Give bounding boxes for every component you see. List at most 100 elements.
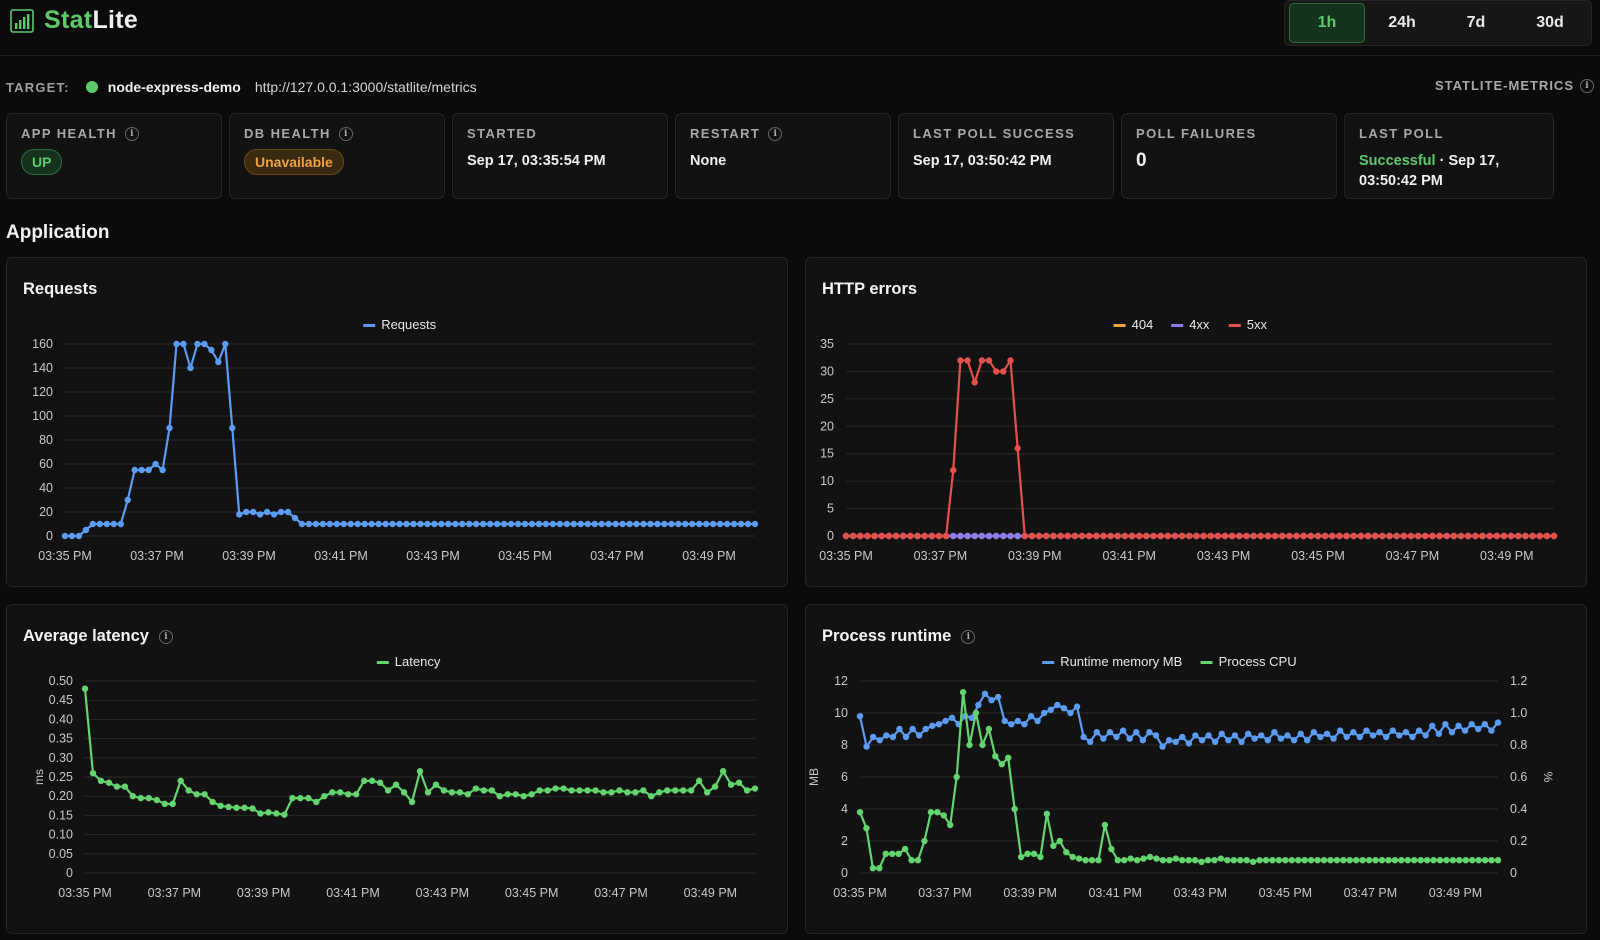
data-point[interactable] bbox=[1307, 857, 1315, 864]
data-point[interactable] bbox=[1166, 857, 1173, 864]
data-point[interactable] bbox=[1407, 532, 1415, 540]
data-point[interactable] bbox=[1468, 721, 1475, 728]
data-point[interactable] bbox=[1494, 719, 1502, 726]
data-point[interactable] bbox=[1028, 532, 1036, 540]
data-point[interactable] bbox=[145, 794, 153, 802]
data-point[interactable] bbox=[950, 532, 957, 540]
data-point[interactable] bbox=[392, 781, 400, 788]
data-point[interactable] bbox=[408, 798, 416, 806]
data-point[interactable] bbox=[856, 809, 864, 816]
data-point[interactable] bbox=[928, 532, 936, 540]
data-point[interactable] bbox=[1494, 857, 1502, 864]
data-point[interactable] bbox=[695, 777, 703, 785]
data-point[interactable] bbox=[1153, 855, 1160, 862]
data-point[interactable] bbox=[957, 532, 964, 540]
data-point[interactable] bbox=[82, 526, 90, 534]
data-point[interactable] bbox=[737, 520, 745, 528]
data-point[interactable] bbox=[1507, 532, 1515, 540]
data-point[interactable] bbox=[180, 340, 187, 348]
legend-label[interactable]: Latency bbox=[395, 654, 441, 669]
data-point[interactable] bbox=[1327, 857, 1334, 864]
data-point[interactable] bbox=[1365, 857, 1373, 864]
data-point[interactable] bbox=[1317, 733, 1324, 741]
data-point[interactable] bbox=[857, 532, 864, 540]
data-point[interactable] bbox=[305, 794, 312, 802]
data-point[interactable] bbox=[360, 777, 368, 785]
data-point[interactable] bbox=[672, 787, 679, 794]
data-point[interactable] bbox=[552, 785, 559, 792]
data-point[interactable] bbox=[326, 520, 334, 528]
data-point[interactable] bbox=[1314, 857, 1321, 864]
data-point[interactable] bbox=[1024, 850, 1031, 857]
data-point[interactable] bbox=[1343, 733, 1350, 741]
data-point[interactable] bbox=[966, 741, 973, 749]
data-point[interactable] bbox=[1336, 727, 1344, 734]
data-point[interactable] bbox=[640, 787, 647, 794]
data-point[interactable] bbox=[256, 511, 264, 518]
data-point[interactable] bbox=[1037, 853, 1044, 861]
data-point[interactable] bbox=[488, 787, 495, 794]
data-point[interactable] bbox=[1522, 532, 1529, 540]
data-point[interactable] bbox=[1329, 532, 1336, 540]
data-point[interactable] bbox=[616, 787, 623, 794]
data-point[interactable] bbox=[885, 532, 893, 540]
data-point[interactable] bbox=[608, 789, 615, 796]
data-point[interactable] bbox=[145, 466, 152, 474]
process-runtime-chart[interactable]: 0 2 4 6 8 10 12 0 0.2 0.4 0.6 0.8 1.0 1.2 MB % 03:35 PM 0… bbox=[806, 605, 1588, 935]
data-point[interactable] bbox=[719, 768, 727, 775]
data-point[interactable] bbox=[1288, 857, 1295, 864]
data-point[interactable] bbox=[1323, 730, 1331, 737]
data-point[interactable] bbox=[624, 789, 631, 796]
data-point[interactable] bbox=[1165, 737, 1173, 744]
data-point[interactable] bbox=[876, 865, 883, 872]
data-point[interactable] bbox=[921, 532, 928, 540]
data-point[interactable] bbox=[1005, 754, 1012, 761]
data-point[interactable] bbox=[121, 783, 129, 790]
data-point[interactable] bbox=[493, 520, 501, 528]
data-point[interactable] bbox=[1198, 737, 1206, 744]
data-point[interactable] bbox=[1069, 853, 1076, 861]
data-point[interactable] bbox=[1258, 732, 1265, 739]
data-point[interactable] bbox=[1422, 732, 1429, 739]
data-point[interactable] bbox=[744, 520, 752, 528]
data-point[interactable] bbox=[113, 783, 121, 790]
data-point[interactable] bbox=[1186, 532, 1193, 540]
data-point[interactable] bbox=[869, 865, 877, 872]
data-point[interactable] bbox=[438, 520, 445, 528]
data-point[interactable] bbox=[1379, 532, 1386, 540]
data-point[interactable] bbox=[964, 357, 971, 364]
data-point[interactable] bbox=[864, 532, 871, 540]
legend-label[interactable]: 5xx bbox=[1247, 317, 1268, 332]
data-point[interactable] bbox=[193, 791, 200, 798]
data-point[interactable] bbox=[417, 520, 424, 528]
data-point[interactable] bbox=[1372, 857, 1379, 864]
data-point[interactable] bbox=[598, 520, 605, 528]
data-point[interactable] bbox=[1211, 738, 1219, 745]
data-point[interactable] bbox=[1391, 857, 1399, 864]
data-point[interactable] bbox=[321, 793, 328, 800]
data-point[interactable] bbox=[883, 732, 890, 739]
data-point[interactable] bbox=[424, 789, 432, 796]
data-point[interactable] bbox=[735, 779, 743, 786]
data-point[interactable] bbox=[1179, 733, 1186, 741]
data-point[interactable] bbox=[389, 520, 396, 528]
data-point[interactable] bbox=[1264, 532, 1272, 540]
data-point[interactable] bbox=[152, 460, 159, 468]
data-point[interactable] bbox=[284, 508, 292, 516]
data-point[interactable] bbox=[103, 520, 111, 528]
data-point[interactable] bbox=[1075, 855, 1083, 862]
data-point[interactable] bbox=[1479, 532, 1486, 540]
data-point[interactable] bbox=[950, 466, 957, 474]
data-point[interactable] bbox=[1443, 532, 1450, 540]
data-point[interactable] bbox=[1056, 837, 1063, 845]
legend-label[interactable]: Process CPU bbox=[1219, 654, 1297, 669]
data-point[interactable] bbox=[1481, 857, 1489, 864]
data-point[interactable] bbox=[619, 520, 626, 528]
data-point[interactable] bbox=[1455, 722, 1462, 729]
data-point[interactable] bbox=[680, 787, 687, 794]
data-point[interactable] bbox=[265, 809, 272, 816]
data-point[interactable] bbox=[1139, 737, 1147, 744]
http-errors-chart[interactable]: 0 5 10 15 20 25 30 35 03:35 PM 03:37 PM 03:39 PM 03… bbox=[806, 258, 1588, 588]
range-7d-button[interactable]: 7d bbox=[1466, 14, 1486, 31]
data-point[interactable] bbox=[249, 805, 256, 812]
